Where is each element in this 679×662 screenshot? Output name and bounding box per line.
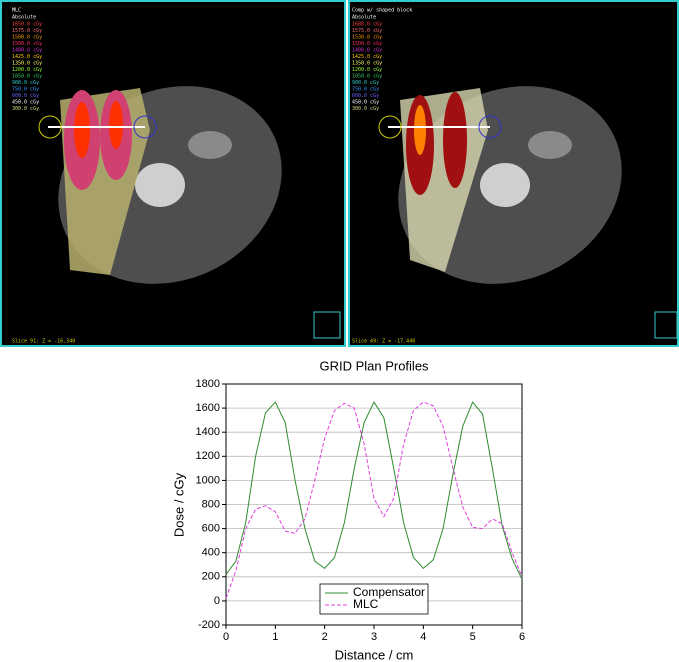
legend-box (319, 583, 429, 615)
legend-label: MLC (353, 597, 379, 611)
dose-level: 1500.0 cGy (12, 35, 42, 41)
panel-title: MLC (12, 8, 21, 14)
y-tick-label: -200 (198, 619, 220, 631)
series-line (225, 401, 523, 580)
marker (133, 115, 157, 139)
y-tick-label: 400 (202, 547, 220, 559)
x-axis-label: Distance / cm (335, 647, 414, 662)
plot-frame (225, 383, 523, 626)
dose-level: 1575.0 cGy (12, 28, 42, 34)
legend-label: Compensator (353, 585, 425, 599)
dose-level: 1530.0 cGy (352, 35, 382, 41)
dose-level: 1350.0 cGy (12, 61, 42, 67)
y-tick-label: 600 (202, 523, 220, 535)
y-tick-label: 200 (202, 571, 220, 583)
dose-level: 1425.0 cGy (352, 54, 382, 60)
y-tick-label: 1600 (196, 402, 220, 414)
dose-level: 750.0 cGy (352, 87, 379, 93)
chart-title: GRID Plan Profiles (319, 358, 429, 373)
vertebra (135, 163, 185, 207)
y-axis-label: Dose / cGy (171, 472, 186, 537)
dose-hot (109, 101, 123, 149)
x-tick-label: 5 (470, 631, 476, 643)
marker (38, 115, 62, 139)
dose-level: 300.0 cGy (352, 106, 379, 112)
y-tick-label: 0 (214, 595, 220, 607)
dose-level: 750.0 cGy (12, 87, 39, 93)
dose-level: 1200.0 cGy (352, 67, 382, 73)
dose-level: 1050.0 cGy (352, 74, 382, 80)
series-line (225, 401, 523, 599)
y-tick-label: 800 (202, 498, 220, 510)
dose-level: 1050.0 cGy (12, 74, 42, 80)
dose-level: 600.0 cGy (352, 93, 379, 99)
y-tick-label: 1800 (196, 378, 220, 390)
dose-level: 1200.0 cGy (12, 67, 42, 73)
dose-level: 1400.0 cGy (12, 48, 42, 54)
dose-level: 450.0 cGy (352, 100, 379, 106)
tissue (528, 131, 572, 159)
dose-level: 900.0 cGy (352, 80, 379, 86)
dose-level: 1425.0 cGy (12, 54, 42, 60)
slice-label: Slice 49: Z = -17.440 (352, 339, 415, 345)
dose-level: 600.0 cGy (12, 93, 39, 99)
ct-panel: MLC Absolute Slice 91: Z = -16.340 (0, 0, 346, 347)
orientation-icon (654, 311, 678, 339)
dose-level: 1575.0 cGy (352, 28, 382, 34)
dose-level: 1500.0 cGy (352, 41, 382, 47)
marker (378, 115, 402, 139)
dose-hot (414, 105, 426, 155)
dose-level: 1350.0 cGy (352, 61, 382, 67)
y-tick-label: 1000 (196, 474, 220, 486)
orientation-icon (313, 311, 341, 339)
dose-peak (443, 92, 467, 188)
panel-title: Comp w/ shaped block (352, 8, 412, 14)
panel-mode: Absolute (12, 15, 36, 21)
x-tick-label: 4 (420, 631, 426, 643)
panel-mode: Absolute (352, 15, 376, 21)
ct-panel: Comp w/ shaped block Absolute Slice 49: … (348, 0, 679, 347)
marker (478, 115, 502, 139)
x-tick-label: 2 (322, 631, 328, 643)
dose-level: 1680.0 cGy (352, 22, 382, 28)
x-tick-label: 1 (272, 631, 278, 643)
dose-level: 900.0 cGy (12, 80, 39, 86)
dose-level: 1400.0 cGy (352, 48, 382, 54)
dose-hot (74, 102, 90, 158)
y-tick-label: 1200 (196, 450, 220, 462)
dose-level: 450.0 cGy (12, 100, 39, 106)
x-tick-label: 6 (519, 631, 525, 643)
dose-level: 1500.0 cGy (12, 41, 42, 47)
y-tick-label: 1400 (196, 426, 220, 438)
x-tick-label: 0 (223, 631, 229, 643)
x-tick-label: 3 (371, 631, 377, 643)
dose-level: 1650.0 cGy (12, 22, 42, 28)
dose-level: 300.0 cGy (12, 106, 39, 112)
tissue (188, 131, 232, 159)
slice-label: Slice 91: Z = -16.340 (12, 339, 75, 345)
vertebra (480, 163, 530, 207)
